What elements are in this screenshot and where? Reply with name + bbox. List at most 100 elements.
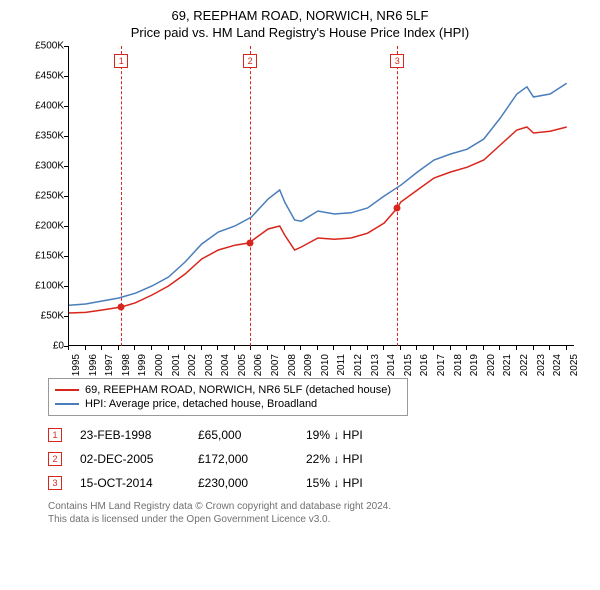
x-axis-label: 2015 xyxy=(403,354,414,376)
x-axis-label: 1996 xyxy=(88,354,99,376)
x-axis-label: 2001 xyxy=(171,354,182,376)
sale-date: 23-FEB-1998 xyxy=(80,428,180,442)
y-axis-label: £300K xyxy=(35,161,64,172)
x-axis-label: 2000 xyxy=(154,354,165,376)
x-tick xyxy=(85,346,86,350)
x-tick xyxy=(217,346,218,350)
x-tick xyxy=(533,346,534,350)
x-tick xyxy=(400,346,401,350)
x-tick xyxy=(151,346,152,350)
sale-delta: 15% ↓ HPI xyxy=(306,476,363,490)
sale-row-marker: 3 xyxy=(48,476,62,490)
y-axis: £0£50K£100K£150K£200K£250K£300K£350K£400… xyxy=(20,46,66,346)
sale-row-marker: 1 xyxy=(48,428,62,442)
x-tick xyxy=(483,346,484,350)
title-address: 69, REEPHAM ROAD, NORWICH, NR6 5LF xyxy=(10,8,590,23)
sale-price: £65,000 xyxy=(198,428,288,442)
footer-line-2: This data is licensed under the Open Gov… xyxy=(48,513,590,526)
legend: 69, REEPHAM ROAD, NORWICH, NR6 5LF (deta… xyxy=(48,378,408,416)
y-tick xyxy=(64,136,68,137)
y-tick xyxy=(64,46,68,47)
y-axis-label: £250K xyxy=(35,191,64,202)
sale-marker-box: 2 xyxy=(243,54,257,68)
title-sub: Price paid vs. HM Land Registry's House … xyxy=(10,25,590,40)
y-tick xyxy=(64,286,68,287)
y-axis-label: £150K xyxy=(35,251,64,262)
footer: Contains HM Land Registry data © Crown c… xyxy=(48,500,590,526)
x-axis-label: 2023 xyxy=(536,354,547,376)
sale-row: 123-FEB-1998£65,00019% ↓ HPI xyxy=(48,428,590,442)
y-axis-label: £400K xyxy=(35,101,64,112)
x-axis-label: 2024 xyxy=(552,354,563,376)
x-axis-label: 2009 xyxy=(303,354,314,376)
x-tick xyxy=(333,346,334,350)
sale-dot xyxy=(118,304,125,311)
footer-line-1: Contains HM Land Registry data © Crown c… xyxy=(48,500,590,513)
x-tick xyxy=(516,346,517,350)
x-axis-label: 2016 xyxy=(419,354,430,376)
chart-svg xyxy=(69,46,575,346)
x-axis-label: 1998 xyxy=(121,354,132,376)
x-axis-label: 2025 xyxy=(569,354,580,376)
x-tick xyxy=(234,346,235,350)
x-axis-label: 2006 xyxy=(253,354,264,376)
x-axis-label: 2003 xyxy=(204,354,215,376)
chart-area: £0£50K£100K£150K£200K£250K£300K£350K£400… xyxy=(20,46,580,376)
x-axis-label: 1999 xyxy=(137,354,148,376)
x-tick xyxy=(101,346,102,350)
legend-row: 69, REEPHAM ROAD, NORWICH, NR6 5LF (deta… xyxy=(55,383,401,397)
x-axis-label: 2014 xyxy=(386,354,397,376)
x-tick xyxy=(566,346,567,350)
sale-row-marker: 2 xyxy=(48,452,62,466)
sale-dot xyxy=(247,239,254,246)
x-tick xyxy=(168,346,169,350)
sale-date: 02-DEC-2005 xyxy=(80,452,180,466)
sale-date: 15-OCT-2014 xyxy=(80,476,180,490)
x-tick xyxy=(549,346,550,350)
x-tick xyxy=(499,346,500,350)
x-tick xyxy=(300,346,301,350)
x-tick xyxy=(250,346,251,350)
y-axis-label: £100K xyxy=(35,281,64,292)
sale-row: 315-OCT-2014£230,00015% ↓ HPI xyxy=(48,476,590,490)
x-tick xyxy=(317,346,318,350)
series-property xyxy=(69,127,567,313)
x-tick xyxy=(134,346,135,350)
x-tick xyxy=(450,346,451,350)
x-tick xyxy=(68,346,69,350)
x-tick xyxy=(184,346,185,350)
x-tick xyxy=(284,346,285,350)
x-axis: 1995199619971998199920002001200220032004… xyxy=(68,348,574,378)
x-axis-label: 1995 xyxy=(71,354,82,376)
x-axis-label: 2005 xyxy=(237,354,248,376)
title-block: 69, REEPHAM ROAD, NORWICH, NR6 5LF Price… xyxy=(10,8,590,40)
series-hpi xyxy=(69,83,567,305)
y-axis-label: £450K xyxy=(35,71,64,82)
x-axis-label: 2012 xyxy=(353,354,364,376)
y-axis-label: £0 xyxy=(53,341,64,352)
x-tick xyxy=(118,346,119,350)
x-axis-label: 2013 xyxy=(370,354,381,376)
y-axis-label: £50K xyxy=(41,311,64,322)
y-tick xyxy=(64,256,68,257)
sales-block: 123-FEB-1998£65,00019% ↓ HPI202-DEC-2005… xyxy=(48,428,590,490)
sale-delta: 22% ↓ HPI xyxy=(306,452,363,466)
legend-swatch xyxy=(55,403,79,405)
x-axis-label: 2017 xyxy=(436,354,447,376)
y-axis-label: £200K xyxy=(35,221,64,232)
sale-row: 2 02-DEC-2005 £172,000 22% ↓ HPI xyxy=(48,452,590,466)
sale-marker-box: 3 xyxy=(390,54,404,68)
x-axis-label: 2010 xyxy=(320,354,331,376)
x-tick xyxy=(466,346,467,350)
legend-label: 69, REEPHAM ROAD, NORWICH, NR6 5LF (deta… xyxy=(85,384,391,396)
x-axis-label: 2021 xyxy=(502,354,513,376)
x-tick xyxy=(267,346,268,350)
sale-price: £172,000 xyxy=(198,452,288,466)
x-axis-label: 2011 xyxy=(336,354,347,376)
x-axis-label: 2004 xyxy=(220,354,231,376)
x-axis-label: 2022 xyxy=(519,354,530,376)
y-tick xyxy=(64,76,68,77)
y-axis-label: £500K xyxy=(35,41,64,52)
x-axis-label: 2019 xyxy=(469,354,480,376)
sale-marker-box: 1 xyxy=(114,54,128,68)
